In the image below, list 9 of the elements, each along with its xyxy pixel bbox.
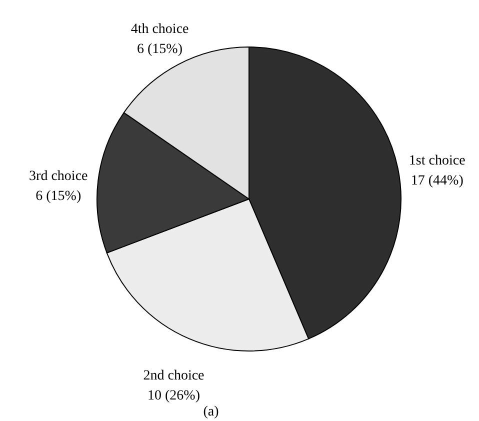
data-label: 17 (44%) xyxy=(410,174,464,189)
text: (a) xyxy=(203,404,220,420)
slice-label: 2nd choice xyxy=(143,368,204,384)
slice-label: 3rd choice xyxy=(29,168,88,184)
data-label: 6 (15%) xyxy=(137,42,183,57)
data-label: 10 (26%) xyxy=(147,388,200,404)
slice-label: 4th choice xyxy=(130,22,189,37)
data-label: 6 (15%) xyxy=(36,188,82,204)
slice-label: 1st choice xyxy=(408,154,466,169)
